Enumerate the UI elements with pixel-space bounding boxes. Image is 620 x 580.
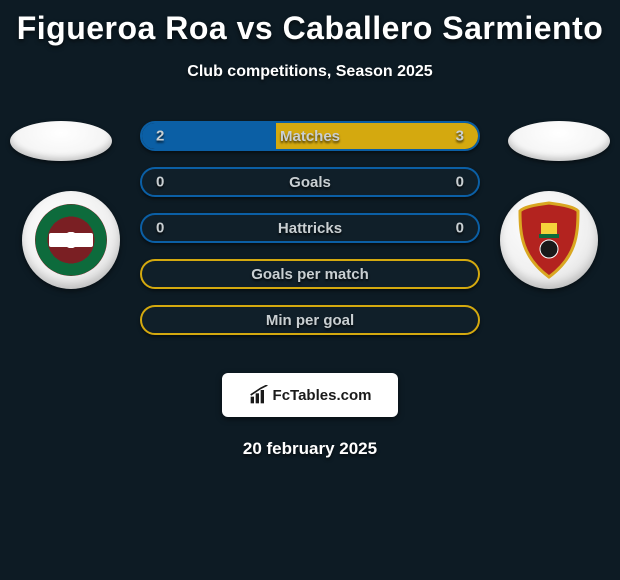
brand-badge: FcTables.com [222,373,398,417]
stat-value-right: 0 [456,174,464,191]
club-crest-right-icon [514,201,584,279]
subtitle: Club competitions, Season 2025 [0,63,620,81]
stat-value-right: 3 [456,128,464,145]
page-title: Figueroa Roa vs Caballero Sarmiento [0,0,620,47]
stat-value-left: 2 [156,128,164,145]
stat-bars: 2 3 Matches 0 0 Goals 0 0 Hattricks Goals per mat… [140,121,480,351]
stat-bar: 0 0 Goals [140,167,480,197]
stat-label: Min per goal [266,312,354,329]
stat-bar: Goals per match [140,259,480,289]
stat-label: Goals [289,174,331,191]
brand-chart-icon [249,385,269,405]
footer-date: 20 february 2025 [0,439,620,459]
stat-value-left: 0 [156,220,164,237]
stat-label: Matches [280,128,340,145]
stats-area: 2 3 Matches 0 0 Goals 0 0 Hattricks Goals per mat… [0,121,620,361]
stat-bar: 0 0 Hattricks [140,213,480,243]
brand-text: FcTables.com [273,387,372,404]
stat-value-right: 0 [456,220,464,237]
club-badge-left [22,191,120,289]
stat-bar: Min per goal [140,305,480,335]
stat-label: Hattricks [278,220,342,237]
club-badge-right [500,191,598,289]
stat-value-left: 0 [156,174,164,191]
stat-label: Goals per match [251,266,369,283]
player-avatar-left [10,121,112,161]
player-avatar-right [508,121,610,161]
club-crest-left-icon [35,204,107,276]
stat-bar: 2 3 Matches [140,121,480,151]
